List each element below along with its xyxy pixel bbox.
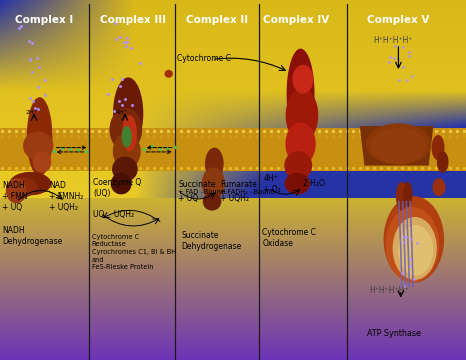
Text: Cytochrome C
Reductase
Cyrochromes C1, BI & BH
and
FeS-Rieske Protein: Cytochrome C Reductase Cyrochromes C1, B… [92, 234, 176, 270]
Text: + UQH₂: + UQH₂ [220, 194, 249, 202]
Text: Complex I: Complex I [15, 15, 74, 25]
Ellipse shape [284, 151, 312, 180]
Ellipse shape [110, 108, 142, 151]
Ellipse shape [9, 177, 37, 197]
Text: NAD
+ FMNH₂
+ UQH₂: NAD + FMNH₂ + UQH₂ [49, 181, 83, 212]
Ellipse shape [23, 131, 54, 160]
Ellipse shape [396, 182, 407, 211]
Text: ATP Synthase: ATP Synthase [367, 328, 421, 338]
Text: Succinate: Succinate [178, 180, 215, 189]
Ellipse shape [386, 207, 439, 283]
Ellipse shape [164, 70, 173, 78]
Text: 2H⁺: 2H⁺ [26, 110, 38, 115]
Text: Complex V: Complex V [367, 15, 430, 25]
Text: Cytochrome C: Cytochrome C [177, 54, 231, 63]
Text: Complex IV: Complex IV [263, 15, 329, 25]
Text: H⁺H⁺H⁺H⁺: H⁺H⁺H⁺H⁺ [370, 286, 409, 295]
Ellipse shape [366, 123, 431, 165]
Text: Cytochrome C
Oxidase: Cytochrome C Oxidase [262, 228, 316, 248]
Ellipse shape [205, 148, 224, 180]
Ellipse shape [122, 115, 137, 151]
Ellipse shape [432, 135, 445, 160]
Ellipse shape [33, 151, 51, 173]
Text: UQ    UQH₂: UQ UQH₂ [93, 210, 134, 219]
Ellipse shape [111, 173, 132, 194]
Ellipse shape [392, 217, 437, 280]
Ellipse shape [203, 193, 221, 211]
Text: Coenzyme Q
(UQ): Coenzyme Q (UQ) [93, 178, 142, 198]
Text: NADH
Dehydrogenase: NADH Dehydrogenase [2, 226, 62, 246]
Text: + FAD ₋Bound₎: + FAD ₋Bound₎ [178, 189, 227, 194]
Text: Complex II: Complex II [185, 15, 248, 25]
Text: 4H⁺
+ O₂: 4H⁺ + O₂ [263, 174, 281, 194]
Ellipse shape [122, 126, 132, 148]
Text: 2 H₂O: 2 H₂O [303, 179, 325, 188]
Ellipse shape [284, 173, 310, 194]
Text: Succinate
Dehydrogenase: Succinate Dehydrogenase [182, 231, 242, 251]
Ellipse shape [370, 128, 426, 164]
Text: NADH
+ FMN
+ UQ: NADH + FMN + UQ [2, 181, 28, 212]
Text: 4H⁺: 4H⁺ [116, 110, 128, 115]
Text: Fumarate: Fumarate [220, 180, 257, 189]
Ellipse shape [398, 225, 433, 275]
Ellipse shape [287, 49, 315, 139]
Ellipse shape [112, 157, 138, 182]
Ellipse shape [293, 65, 314, 94]
Text: + FADH₂ ₋Bound₎: + FADH₂ ₋Bound₎ [220, 189, 276, 194]
Ellipse shape [384, 196, 444, 283]
Ellipse shape [202, 167, 225, 200]
Text: + UQ: + UQ [178, 194, 198, 202]
Polygon shape [360, 126, 433, 166]
Text: H⁺H⁺H⁺H⁺: H⁺H⁺H⁺H⁺ [373, 36, 412, 45]
Ellipse shape [9, 172, 51, 195]
Text: Complex III: Complex III [100, 15, 166, 25]
Ellipse shape [437, 151, 448, 173]
Ellipse shape [432, 178, 445, 196]
Ellipse shape [286, 88, 318, 142]
Bar [0, 128, 466, 171]
Ellipse shape [403, 182, 412, 207]
Ellipse shape [113, 77, 144, 149]
Ellipse shape [285, 122, 316, 166]
Ellipse shape [6, 178, 27, 203]
Ellipse shape [113, 133, 141, 169]
Ellipse shape [27, 97, 52, 176]
